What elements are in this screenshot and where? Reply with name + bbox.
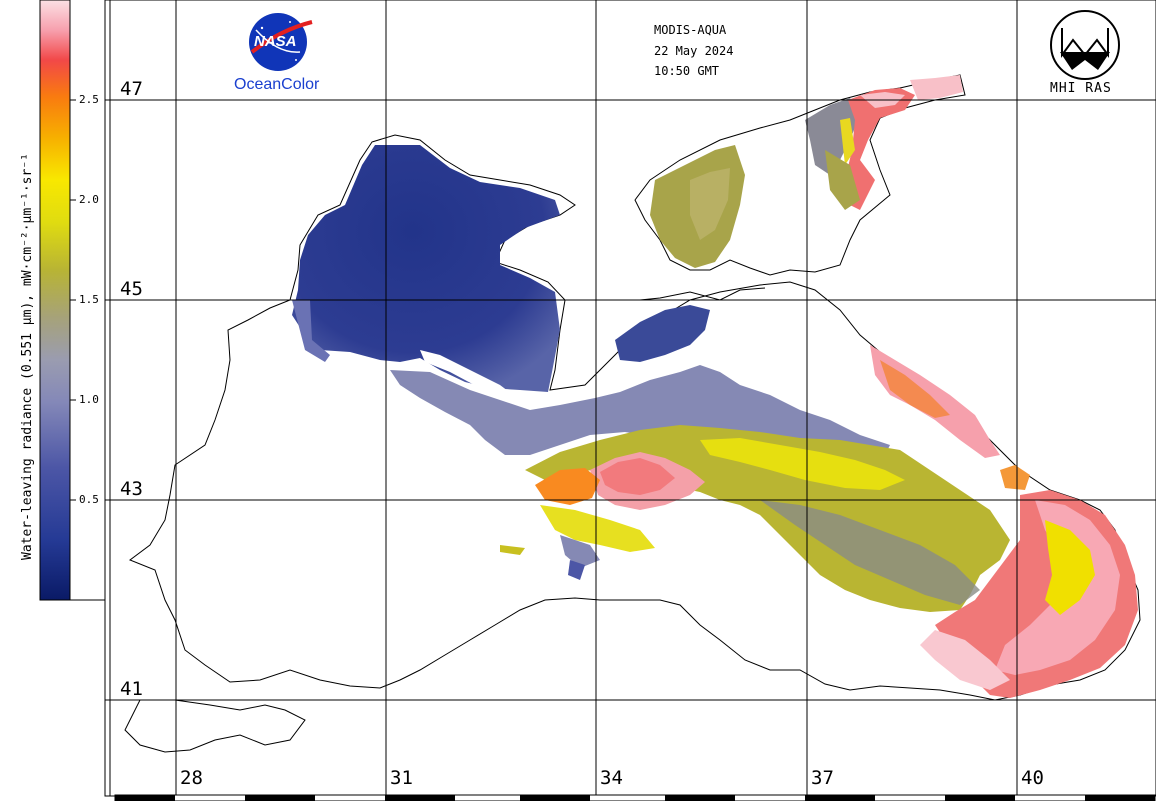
lat-label-45: 45	[119, 278, 144, 300]
lon-label-28: 28	[180, 767, 203, 789]
lat-label-47: 47	[119, 78, 144, 100]
graticule	[105, 0, 1156, 796]
colorbar-tick-label: 0.5	[79, 493, 99, 506]
date-label: 22 May 2024	[654, 44, 734, 58]
lon-label-40: 40	[1021, 767, 1044, 789]
time-label: 10:50 GMT	[654, 64, 720, 78]
bottom-scale-bar	[114, 794, 1156, 801]
lon-label-34: 34	[600, 767, 623, 789]
colorbar-tick-label: 2.0	[79, 193, 99, 206]
lon-label-37: 37	[811, 767, 834, 789]
colorbar-title: Water-leaving radiance (0.551 µm), mW·cm…	[20, 153, 35, 560]
sensor-label: MODIS-AQUA	[654, 23, 727, 37]
coastline	[124, 74, 1141, 753]
lat-label-41: 41	[119, 678, 144, 700]
mhi-ras-logo	[1050, 10, 1120, 80]
mhi-ras-label: MHI RAS	[1050, 81, 1112, 96]
colorbar-tick-label: 1.5	[79, 293, 99, 306]
nasa-logo	[249, 13, 313, 71]
colorbar-ticks	[70, 99, 105, 601]
lat-label-43: 43	[119, 478, 144, 500]
colorbar-tick-label: 2.5	[79, 93, 99, 106]
colorbar	[39, 0, 71, 601]
nasa-logo-text: NASA	[254, 33, 297, 50]
lon-label-31: 31	[390, 767, 413, 789]
oceancolor-label: OceanColor	[234, 76, 320, 93]
radiance-data	[292, 75, 1138, 698]
colorbar-tick-label: 1.0	[79, 393, 99, 406]
